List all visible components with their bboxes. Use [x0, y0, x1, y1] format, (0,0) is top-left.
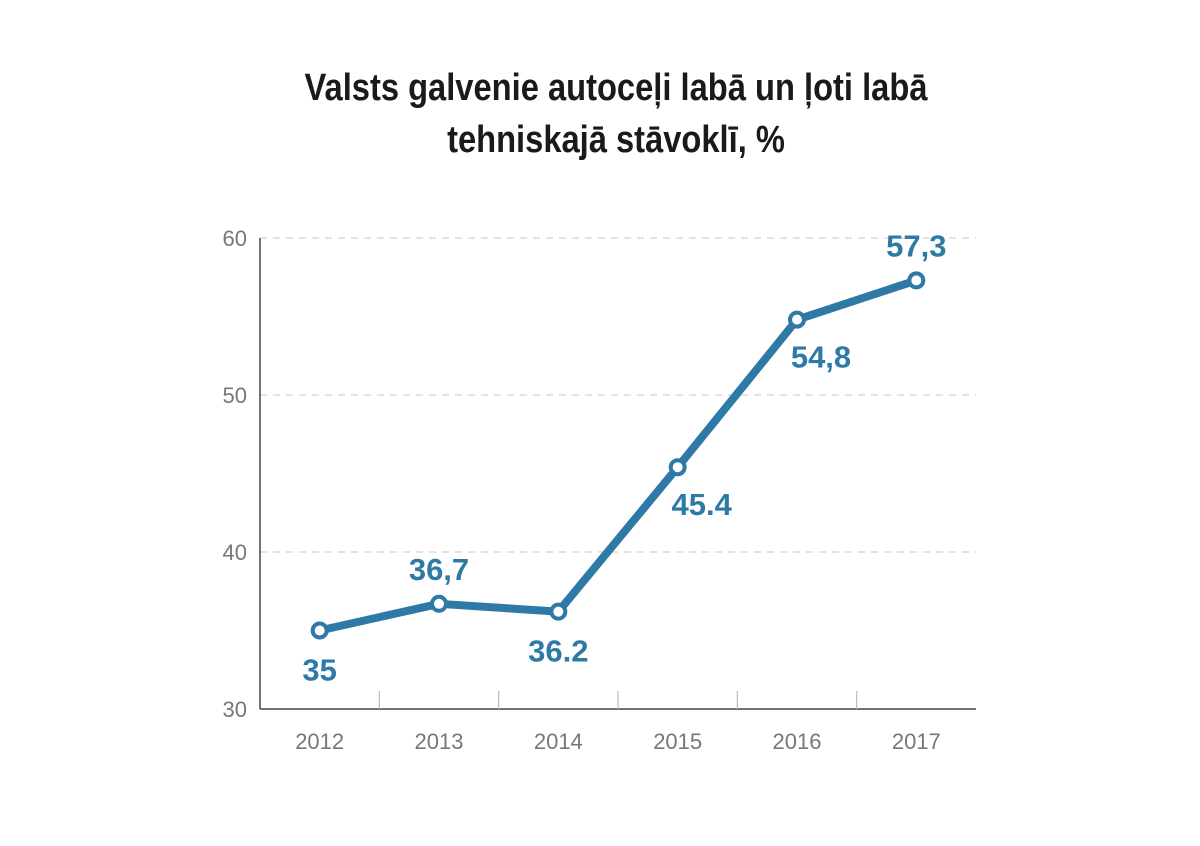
series-line: [315, 276, 921, 635]
x-axis-tick-labels: 2012 2013 2014 2015 2016 2017: [295, 729, 941, 754]
y-tick-label-60: 60: [223, 226, 247, 251]
y-tick-label-50: 50: [223, 383, 247, 408]
data-point-2012: [310, 621, 329, 640]
data-point-2016: [788, 310, 806, 329]
data-point-2017: [907, 271, 926, 290]
chart-title-line-2: tehniskajā stāvoklī, %: [447, 119, 785, 161]
data-point-2013: [430, 594, 448, 613]
data-label-2012: 35: [302, 653, 336, 688]
y-axis-tick-labels: 30 40 50 60: [223, 226, 247, 722]
data-point-2015: [668, 458, 687, 477]
y-tick-label-30: 30: [223, 697, 247, 722]
x-tick-label-2017: 2017: [892, 729, 941, 754]
x-tick-label-2014: 2014: [534, 729, 583, 754]
gridlines: [260, 237, 976, 553]
axes: [259, 238, 976, 710]
data-point-2014: [549, 602, 568, 621]
chart-title-line-1: Valsts galvenie autoceļi labā un ļoti la…: [304, 67, 928, 109]
data-points: [310, 271, 926, 640]
x-tick-label-2013: 2013: [415, 729, 464, 754]
data-label-2015: 45.4: [671, 487, 732, 522]
data-label-2014: 36.2: [528, 634, 588, 669]
x-tick-label-2015: 2015: [653, 729, 702, 754]
data-labels: 35 36,7 36.2 45.4 54,8 57,3: [302, 228, 946, 687]
chart-title: Valsts galvenie autoceļi labā un ļoti la…: [86, 62, 1146, 166]
data-label-2013: 36,7: [409, 552, 469, 587]
series-line-group: [315, 276, 921, 635]
y-tick-label-40: 40: [223, 540, 247, 565]
x-tick-label-2016: 2016: [773, 729, 822, 754]
x-tick-label-2012: 2012: [295, 729, 344, 754]
data-label-2016: 54,8: [791, 340, 851, 375]
data-label-2017: 57,3: [886, 228, 946, 263]
